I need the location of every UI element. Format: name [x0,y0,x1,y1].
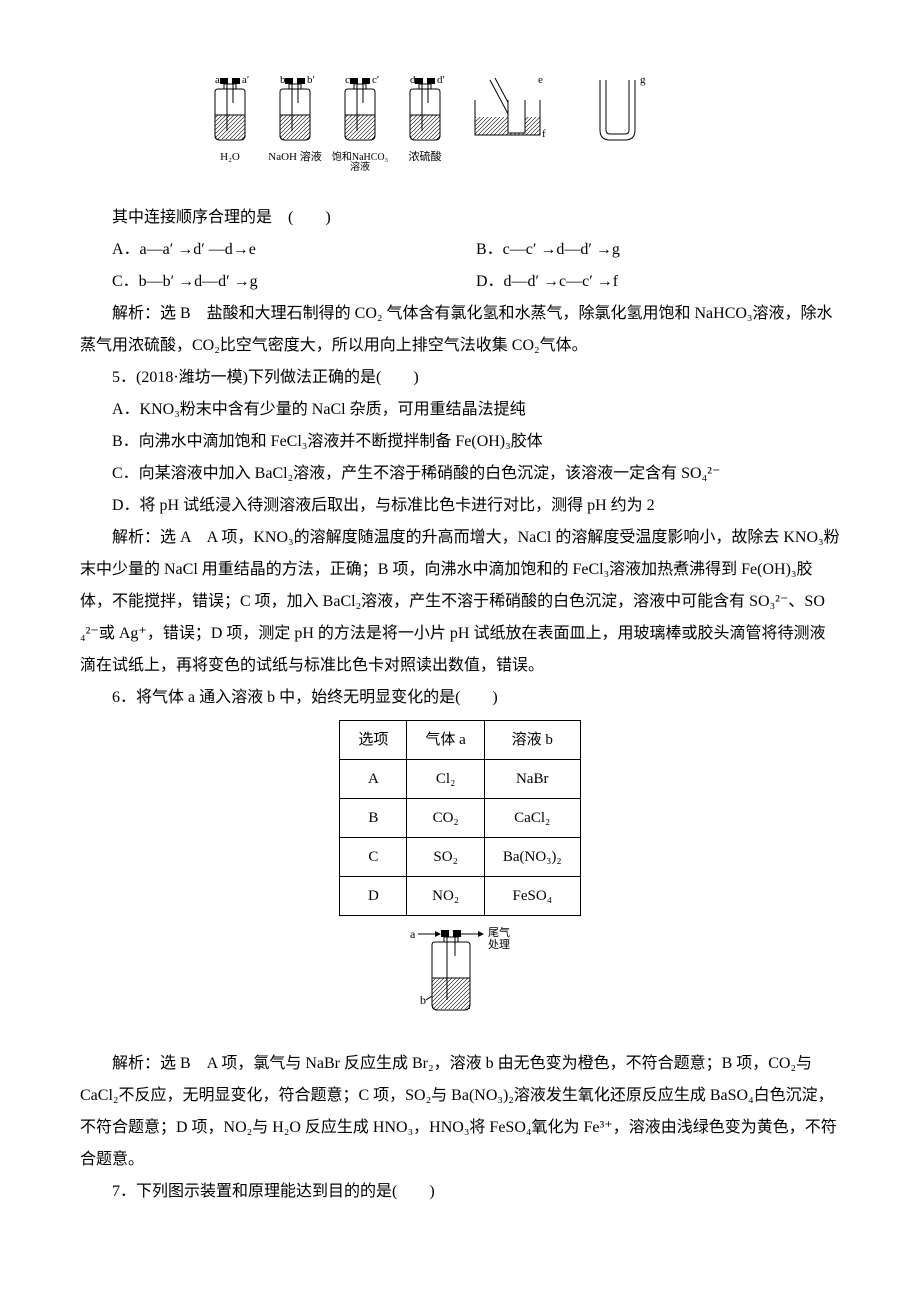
bottle-label-1: H₂O [220,151,240,163]
q5-answer: 解析：选 A A 项，KNO₃的溶解度随温度的升高而增大，NaCl 的溶解度受温… [80,522,840,682]
q4-options: A．a—a′ →d′ —d→e B．c—c′ →d—d′ →g C．b—b′ →… [112,234,840,298]
inlet-label: a [410,927,416,941]
bottle-label-2: NaOH 溶液 [268,149,321,163]
q6-answer: 解析：选 B A 项，氯气与 NaBr 反应生成 Br₂，溶液 b 由无色变为橙… [80,1048,840,1176]
q4-answer: 解析：选 B 盐酸和大理石制得的 CO₂ 气体含有氯化氢和水蒸气，除氯化氢用饱和… [80,298,840,362]
q4-opt-b: B．c—c′ →d—d′ →g [476,234,840,266]
apparatus-figure-1: a a′ H₂O b b′ [80,70,840,192]
liquid-label: b [420,993,426,1007]
q5-opt-a: A．KNO₃粉末中含有少量的 NaCl 杂质，可用重结晶法提纯 [80,394,840,426]
th-solution: 溶液 b [484,721,580,760]
table-row: C SO₂ Ba(NO₃)₂ [340,838,580,877]
q6-stem: 6．将气体 a 通入溶液 b 中，始终无明显变化的是( ) [80,682,840,714]
q5-stem: 5．(2018·潍坊一模)下列做法正确的是( ) [80,362,840,394]
table-header-row: 选项 气体 a 溶液 b [340,721,580,760]
q4-stem: 其中连接顺序合理的是 ( ) [80,202,840,234]
svg-text:a: a [215,74,220,86]
th-option: 选项 [340,721,407,760]
outlet-label-2: 处理 [488,938,510,951]
q6-table: 选项 气体 a 溶液 b A Cl₂ NaBr B CO₂ CaCl₂ C SO… [339,720,580,916]
svg-text:g: g [640,74,646,86]
q4-opt-c: C．b—b′ →d—d′ →g [112,266,476,298]
outlet-label-1: 尾气 [488,926,510,939]
svg-text:e: e [538,74,543,86]
svg-text:b′: b′ [307,74,315,86]
table-row: B CO₂ CaCl₂ [340,799,580,838]
bottle-label-3b: 溶液 [350,160,370,173]
bottle-label-4: 浓硫酸 [409,149,442,163]
table-row: D NO₂ FeSO₄ [340,877,580,916]
q7-stem: 7．下列图示装置和原理能达到目的的是( ) [80,1176,840,1208]
q5-opt-d: D．将 pH 试纸浸入待测溶液后取出，与标准比色卡进行对比，测得 pH 约为 2 [80,490,840,522]
q6-bottle-figure: a 尾气 处理 b [80,926,840,1038]
svg-text:f: f [542,128,546,140]
th-gas: 气体 a [407,721,484,760]
table-row: A Cl₂ NaBr [340,760,580,799]
q5-opt-b: B．向沸水中滴加饱和 FeCl₃溶液并不断搅拌制备 Fe(OH)₃胶体 [80,426,840,458]
q5-opt-c: C．向某溶液中加入 BaCl₂溶液，产生不溶于稀硝酸的白色沉淀，该溶液一定含有 … [80,458,840,490]
svg-text:d′: d′ [437,74,445,86]
apparatus-svg: a a′ H₂O b b′ [200,70,720,180]
svg-text:a′: a′ [242,74,249,86]
q6-bottle-svg: a 尾气 处理 b [380,926,540,1026]
svg-text:c: c [345,74,350,86]
svg-text:c′: c′ [372,74,379,86]
q4-opt-d: D．d—d′ →c—c′ →f [476,266,840,298]
q4-opt-a: A．a—a′ →d′ —d→e [112,234,476,266]
